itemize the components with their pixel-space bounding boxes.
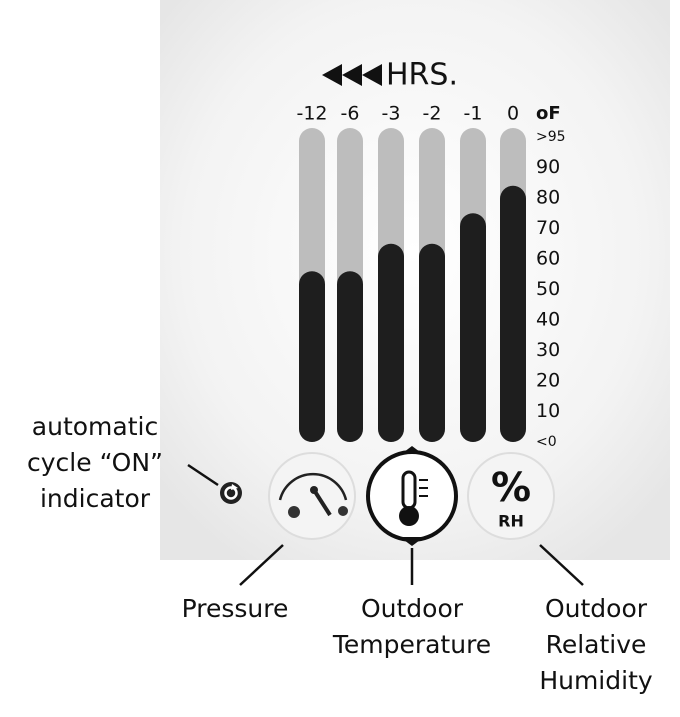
bar: [337, 271, 363, 442]
temperature-icon: [366, 446, 458, 546]
callout-text: Temperature: [332, 630, 491, 659]
callout-text: Relative: [546, 630, 647, 659]
callout-text: Outdoor: [545, 594, 648, 623]
y-tick-label: 40: [536, 309, 560, 331]
x-tick-label: 0: [507, 103, 519, 125]
rewind-arrows: [322, 64, 382, 86]
x-tick-label: -3: [382, 103, 401, 125]
bar: [460, 213, 486, 442]
pressure-icon: [268, 452, 356, 540]
humidity-symbol: %: [491, 465, 531, 511]
callout-text: cycle “ON”: [27, 448, 163, 477]
y-tick-label: 10: [536, 400, 560, 422]
leader-lines: [187, 463, 584, 586]
cycle-icon: [220, 482, 242, 504]
y-tick-label: 70: [536, 217, 560, 239]
bar: [378, 243, 404, 442]
y-tick-label: 90: [536, 156, 560, 178]
x-tick-label: -1: [464, 103, 483, 125]
callout-text: Outdoor: [361, 594, 464, 623]
y-tick-label: >95: [536, 129, 566, 145]
y-tick-label: 80: [536, 187, 560, 209]
x-tick-label: -2: [423, 103, 442, 125]
callout-text: indicator: [40, 484, 151, 513]
callout-text: Pressure: [182, 594, 289, 623]
bar: [500, 185, 526, 443]
x-tick-label: -12: [296, 103, 327, 125]
callout-text: Humidity: [539, 666, 653, 695]
y-tick-label: 50: [536, 278, 560, 300]
x-tick-label: -6: [341, 103, 360, 125]
unit-label: oF: [536, 103, 561, 124]
y-tick-label: <0: [536, 434, 557, 450]
callout-text: automatic: [32, 412, 158, 441]
humidity-unit: RH: [498, 512, 524, 531]
chart-title: HRS.: [386, 58, 458, 93]
y-tick-label: 60: [536, 248, 560, 270]
bar: [419, 243, 445, 442]
bar: [299, 271, 325, 442]
humidity-icon: % RH: [467, 452, 555, 540]
y-tick-label: 30: [536, 339, 560, 361]
callouts: automatic cycle “ON” indicator Pressure Outd…: [27, 412, 653, 695]
y-tick-label: 20: [536, 370, 560, 392]
